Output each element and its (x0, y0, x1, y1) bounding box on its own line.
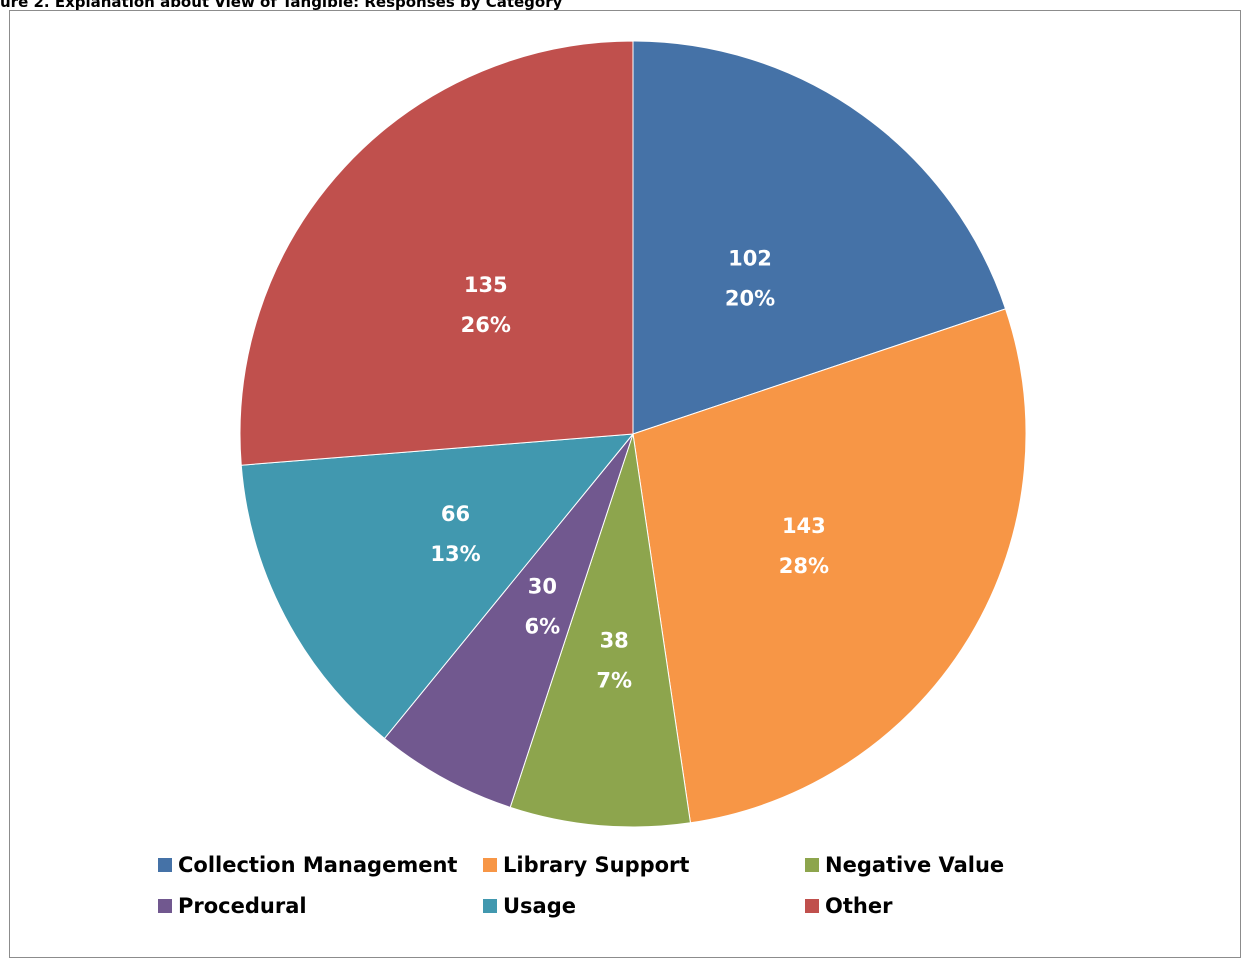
legend-label: Library Support (503, 853, 690, 877)
data-label-value: 143 (782, 514, 826, 538)
legend-label: Procedural (178, 894, 307, 918)
legend-swatch (483, 858, 497, 872)
data-label-procedural: 30 6% (525, 574, 561, 638)
legend-item-collection-management: Collection Management (158, 853, 457, 877)
legend-item-usage: Usage (483, 894, 576, 918)
legend-swatch (805, 858, 819, 872)
pie-slice-other (239, 40, 634, 466)
data-label-value: 66 (441, 502, 470, 526)
data-label-percent: 20% (725, 286, 775, 310)
data-label-value: 30 (528, 574, 557, 598)
legend-item-procedural: Procedural (158, 894, 307, 918)
figure-caption: ure 2. Explanation about View of Tangibl… (0, 0, 563, 11)
data-label-library-support: 143 28% (779, 514, 829, 578)
data-label-usage: 66 13% (430, 502, 480, 566)
pie-slice-negative-value (509, 433, 692, 828)
pie-slice-usage (240, 433, 635, 740)
data-label-value: 135 (464, 273, 508, 297)
pie-slice-procedural (383, 433, 634, 808)
legend-label: Collection Management (178, 853, 458, 877)
data-label-negative-value: 38 7% (596, 628, 632, 692)
legend-label: Usage (503, 894, 576, 918)
legend-item-negative-value: Negative Value (805, 853, 1004, 877)
pie-slice-library-support (632, 308, 1027, 824)
data-label-value: 102 (728, 246, 772, 270)
legend-item-library-support: Library Support (483, 853, 689, 877)
data-label-value: 38 (600, 628, 629, 652)
data-label-percent: 26% (461, 313, 511, 337)
legend-swatch (158, 858, 172, 872)
data-label-percent: 13% (430, 542, 480, 566)
legend-swatch (158, 899, 172, 913)
legend-swatch (483, 899, 497, 913)
legend-label: Other (825, 894, 893, 918)
data-label-percent: 28% (779, 554, 829, 578)
pie-slice-collection-management (632, 40, 1007, 435)
data-label-percent: 6% (525, 614, 561, 638)
data-label-percent: 7% (596, 668, 632, 692)
data-label-other: 135 26% (461, 273, 511, 337)
data-label-collection-management: 102 20% (725, 246, 775, 310)
legend-label: Negative Value (825, 853, 1005, 877)
legend-swatch (805, 899, 819, 913)
legend-item-other: Other (805, 894, 892, 918)
